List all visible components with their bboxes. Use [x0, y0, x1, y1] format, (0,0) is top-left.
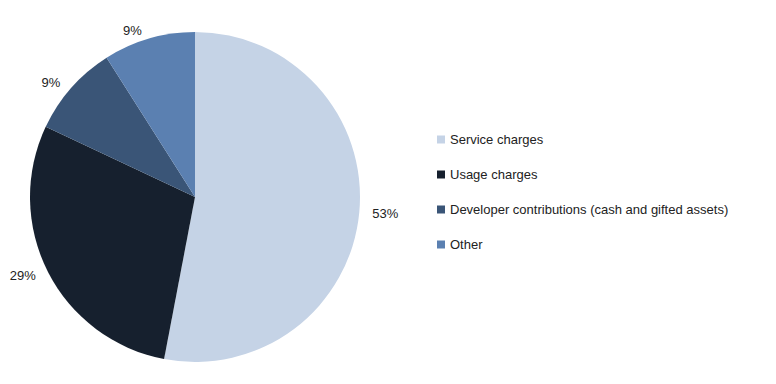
- svg-text:9%: 9%: [41, 75, 60, 90]
- svg-text:Developer contributions (cash: Developer contributions (cash and gifted…: [450, 202, 728, 217]
- svg-text:29%: 29%: [10, 268, 36, 283]
- svg-text:53%: 53%: [372, 206, 398, 221]
- svg-text:Other: Other: [450, 237, 483, 252]
- svg-text:Service charges: Service charges: [450, 132, 544, 147]
- svg-text:Usage charges: Usage charges: [450, 167, 538, 182]
- svg-text:9%: 9%: [123, 23, 142, 38]
